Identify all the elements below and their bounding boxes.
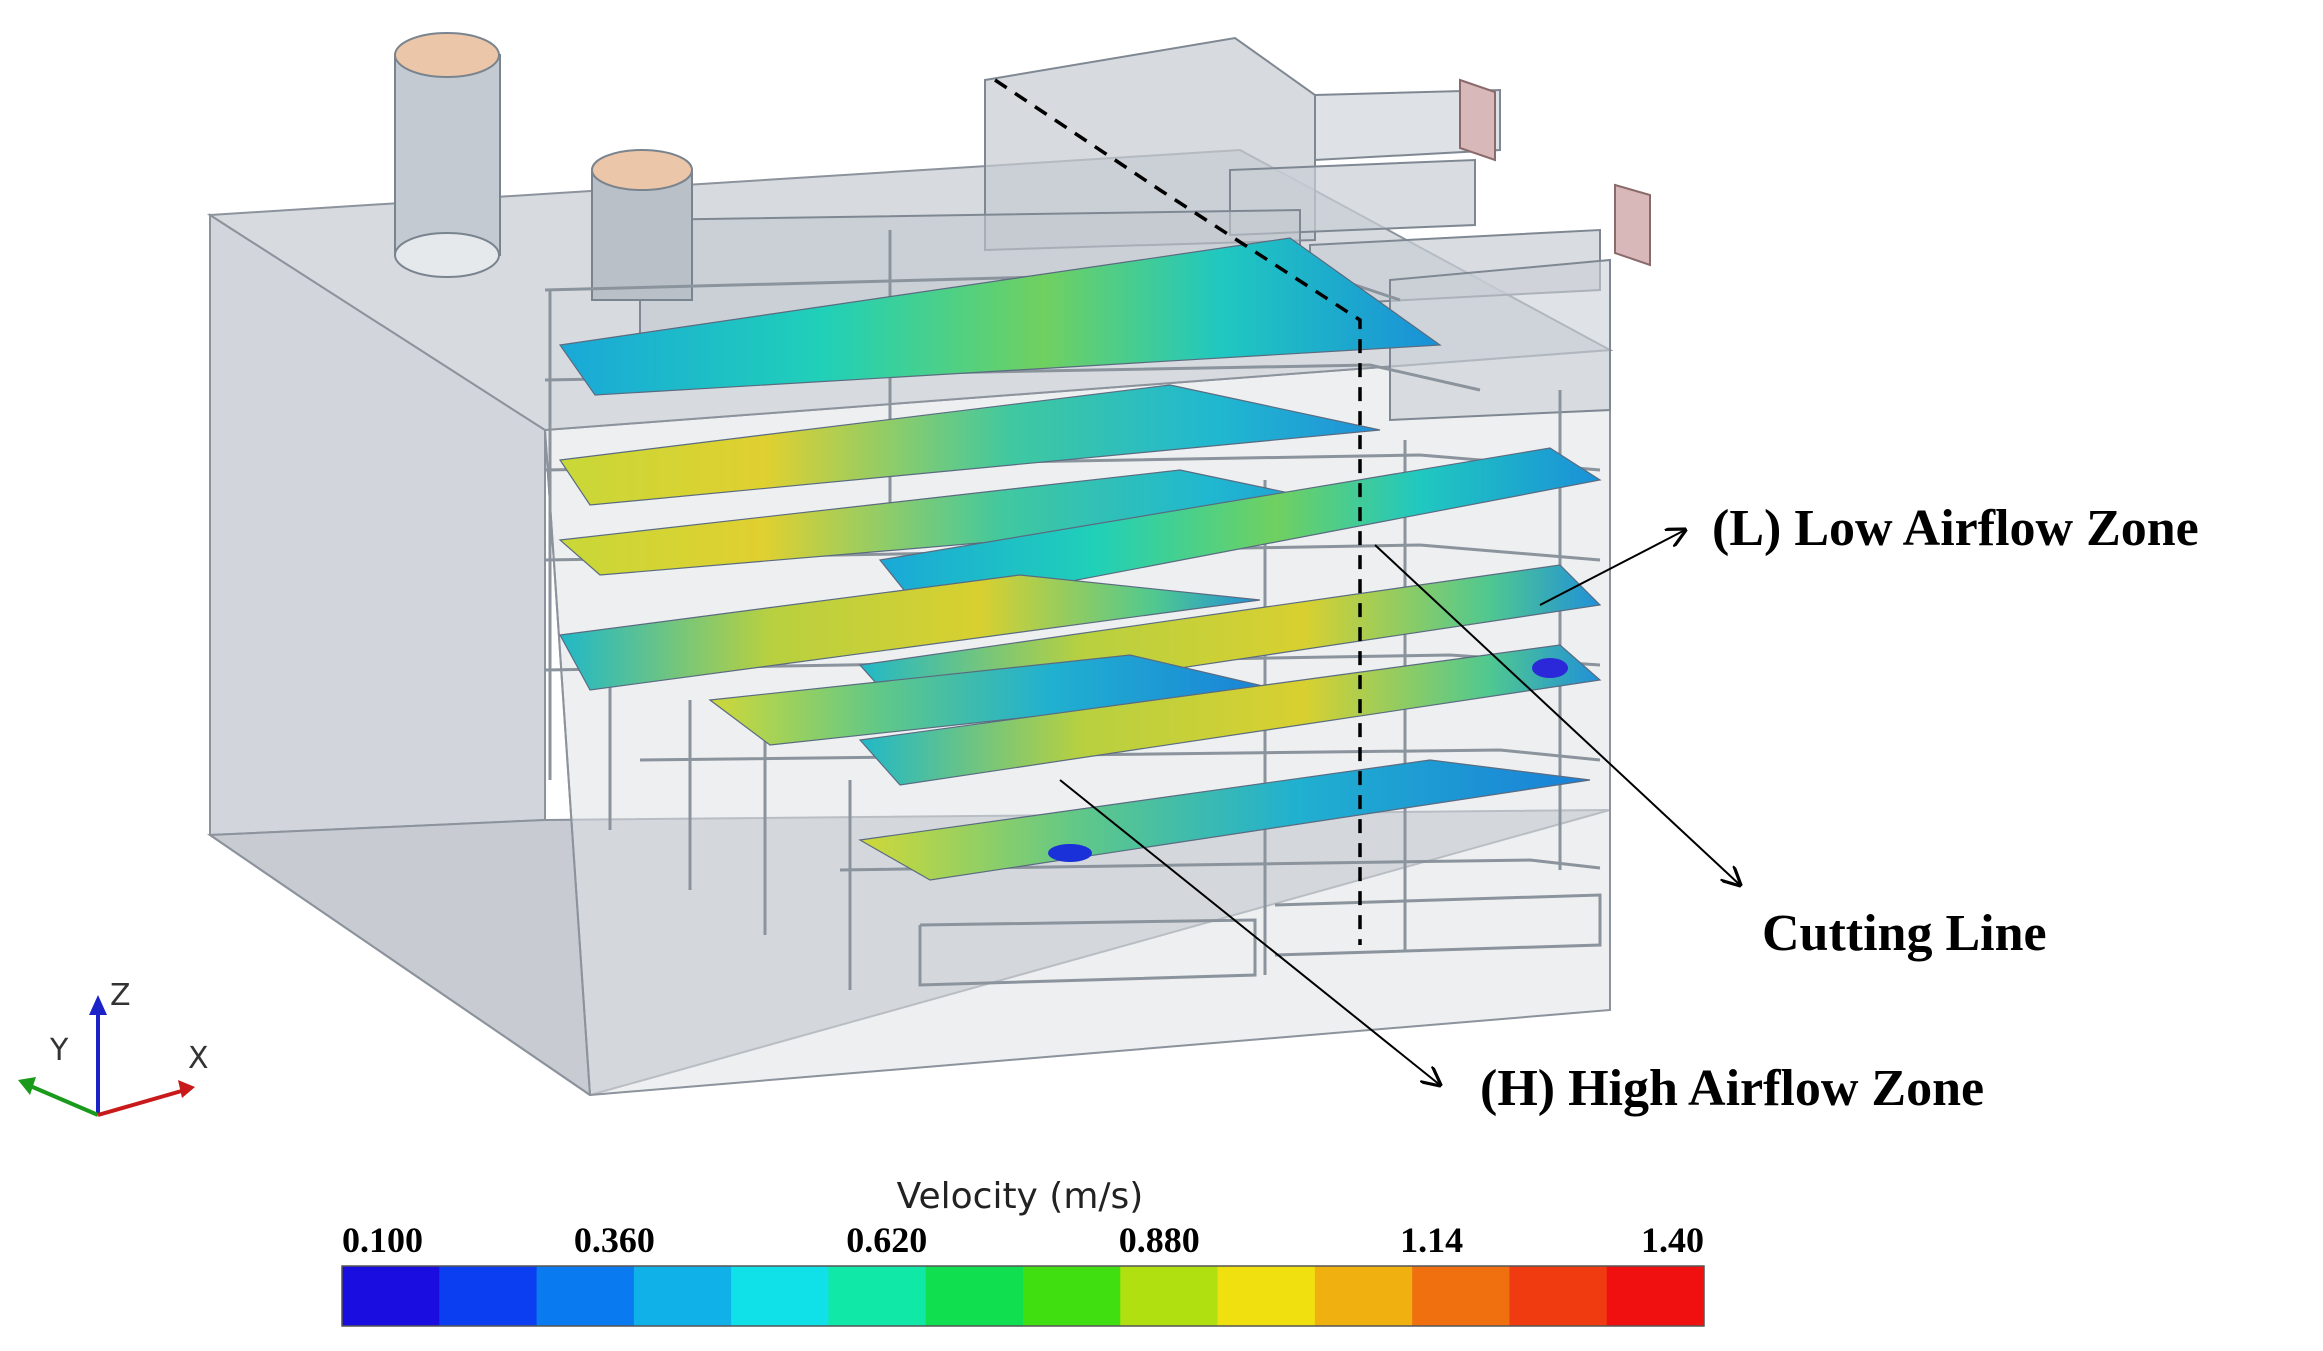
outlet-vent-upper: [1459, 78, 1496, 162]
colorbar-swatch: [1120, 1266, 1219, 1326]
colorbar-tick-label: 1.14: [1400, 1220, 1463, 1260]
colorbar-ticks: 0.100 0.360 0.620 0.880 1.14 1.40: [342, 1220, 1704, 1260]
colorbar-swatch: [731, 1266, 829, 1326]
contour-plane-1: [558, 237, 1442, 396]
colorbar-swatches: [342, 1266, 1705, 1326]
colorbar-frame: [341, 1265, 1705, 1327]
chimney-right: [591, 149, 693, 301]
contour-plane-2: [558, 384, 1381, 506]
colorbar-swatch: [1606, 1266, 1705, 1326]
chimney-left: [394, 32, 501, 278]
colorbar-swatch: [439, 1266, 538, 1326]
velocity-contour-planes: [558, 237, 1602, 881]
colorbar-swatch: [828, 1266, 927, 1326]
arrow-low-zone: [1539, 530, 1685, 606]
label-high-airflow-zone: (H) High Airflow Zone: [1480, 1060, 1984, 1117]
label-cutting-line: Cutting Line: [1762, 905, 2047, 962]
contour-plane-8: [858, 644, 1602, 786]
colorbar: Velocity (m/s) 0.100 0.360 0.620 0.880 1.14 1…: [341, 1176, 1705, 1327]
colorbar-tick-label: 1.40: [1641, 1220, 1704, 1260]
colorbar-swatch: [633, 1266, 732, 1326]
arrow-high-zone: [1059, 779, 1440, 1085]
contour-plane-5: [559, 574, 1261, 691]
contour-plane-9: [858, 759, 1591, 881]
arrow-cutting-line: [1374, 544, 1740, 885]
colorbar-tick-label: 0.880: [1119, 1220, 1200, 1260]
outlet-vent-lower: [1614, 183, 1651, 267]
colorbar-swatch: [1023, 1266, 1121, 1326]
colorbar-swatch: [342, 1266, 440, 1326]
colorbar-swatch: [1509, 1266, 1608, 1326]
colorbar-swatch: [925, 1266, 1024, 1326]
colorbar-swatch: [536, 1266, 635, 1326]
colorbar-tick-label: 0.100: [342, 1220, 423, 1260]
colorbar-swatch: [1314, 1266, 1413, 1326]
axis-triad: Z Y X: [18, 978, 209, 1117]
colorbar-title: Velocity (m/s): [897, 1176, 1144, 1217]
axis-label-y: Y: [49, 1033, 69, 1068]
colorbar-swatch: [1412, 1266, 1510, 1326]
colorbar-swatch: [1217, 1266, 1316, 1326]
label-low-airflow-zone: (L) Low Airflow Zone: [1712, 500, 2199, 557]
axis-label-z: Z: [110, 978, 131, 1013]
colorbar-tick-label: 0.620: [846, 1220, 927, 1260]
colorbar-tick-label: 0.360: [574, 1220, 655, 1260]
cutting-line: [994, 78, 1362, 945]
axis-label-x: X: [188, 1041, 209, 1076]
